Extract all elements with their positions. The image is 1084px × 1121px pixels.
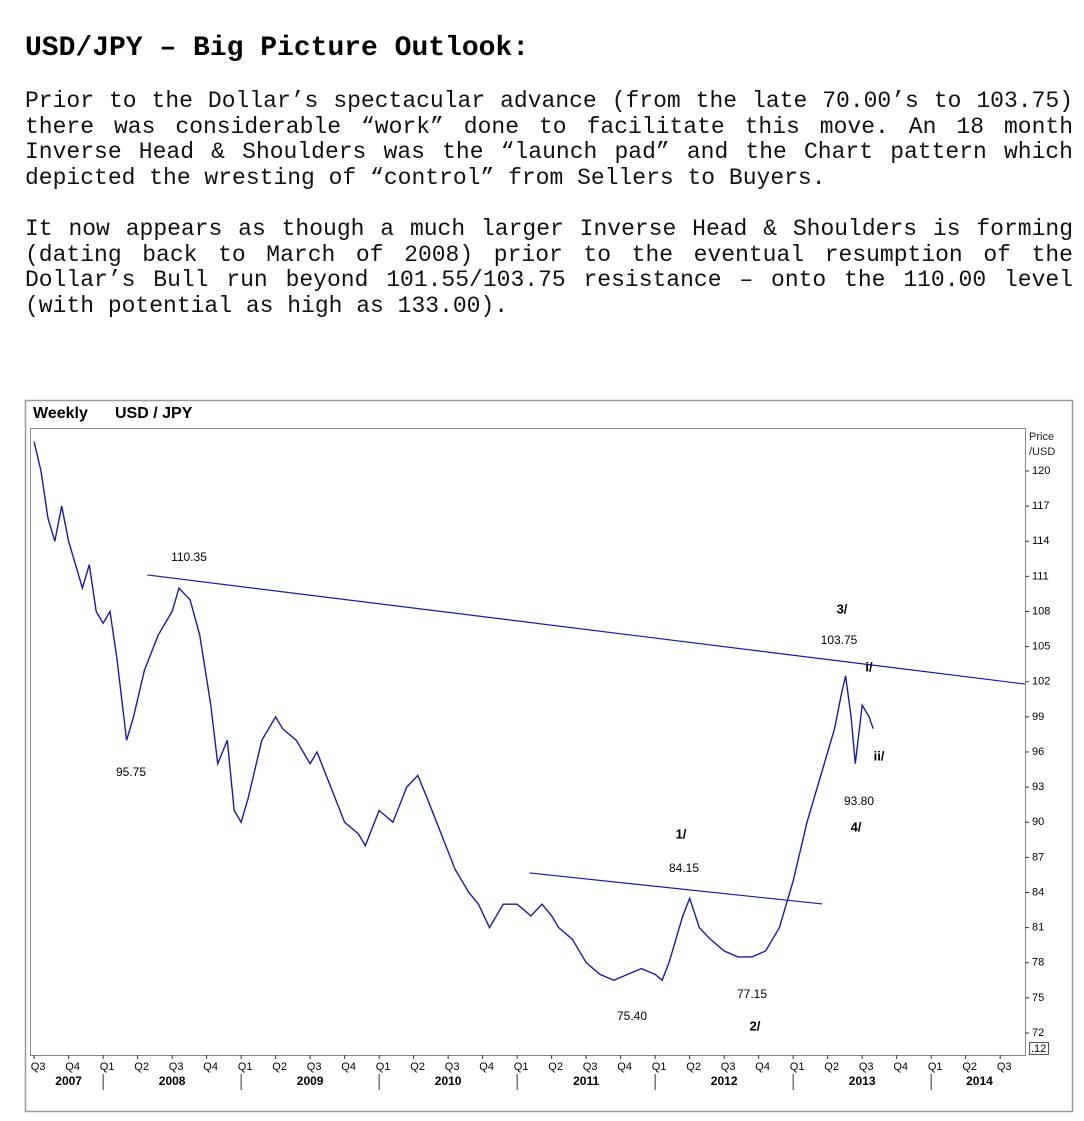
text-line: (with potential as high as 133.00). [25, 292, 509, 319]
annotation: 75.40 [617, 1009, 647, 1023]
x-tick-label: Q3 [583, 1061, 598, 1073]
x-tick-label: Q3 [721, 1061, 736, 1073]
text-line: (dating back to March of 2008) prior to … [25, 241, 1073, 268]
trendline [529, 872, 823, 905]
annotation: 4/ [851, 819, 862, 834]
y-tick-label: 90 [1032, 816, 1044, 828]
x-tick-label: Q2 [548, 1061, 563, 1073]
annotation: 84.15 [669, 861, 699, 875]
trendline [147, 574, 1026, 685]
y-tick-label: 117 [1032, 500, 1050, 512]
year-label: 2014 [966, 1074, 993, 1088]
x-tick-label: Q3 [997, 1061, 1012, 1073]
x-tick-label: Q1 [238, 1061, 253, 1073]
y-tick-label: 72 [1032, 1027, 1044, 1039]
scale-box [1029, 1042, 1049, 1055]
year-label: 2008 [159, 1074, 186, 1088]
annotation: 93.80 [844, 794, 874, 808]
x-tick-label: Q2 [962, 1061, 977, 1073]
annotation: 95.75 [116, 765, 146, 779]
x-tick-label: Q4 [617, 1061, 632, 1073]
x-tick-label: Q1 [514, 1061, 529, 1073]
y-tick-label: 75 [1032, 992, 1044, 1004]
scale-label: .12 [1031, 1043, 1046, 1055]
year-label: 2013 [849, 1074, 876, 1088]
y-axis-label: Price/USD [1029, 431, 1055, 458]
x-tick-label: Q1 [928, 1061, 943, 1073]
x-tick-label: Q4 [65, 1061, 80, 1073]
y-tick-label: 99 [1032, 711, 1044, 723]
y-tick-label: 105 [1032, 641, 1050, 653]
paragraph: It now appears as though a much larger I… [25, 216, 1073, 319]
x-tick-label: Q1 [376, 1061, 391, 1073]
text-line: depicted the wresting of “control” from … [25, 164, 826, 191]
annotation: 110.35 [171, 550, 207, 564]
text-line: Prior to the Dollar’s spectacular advanc… [25, 88, 1073, 114]
annotation: 3/ [837, 601, 848, 616]
x-tick-label: Q1 [100, 1061, 115, 1073]
x-tick-label: Q2 [410, 1061, 425, 1073]
x-tick-label: Q3 [307, 1061, 322, 1073]
y-tick-label: 96 [1032, 746, 1044, 758]
year-label: 2007 [55, 1074, 82, 1088]
text-line: there was considerable “work” done to fa… [25, 113, 1073, 140]
x-tick-label: Q4 [755, 1061, 770, 1073]
annotation: 2/ [750, 1018, 761, 1033]
text-line: Inverse Head & Shoulders was the “launch… [25, 139, 1073, 166]
x-tick-label: Q4 [203, 1061, 218, 1073]
x-tick-label: Q4 [479, 1061, 494, 1073]
year-label: 2009 [297, 1074, 324, 1088]
x-tick-label: Q1 [790, 1061, 805, 1073]
year-label: 2010 [435, 1074, 462, 1088]
annotation: i/ [865, 659, 873, 674]
x-tick-label: Q3 [859, 1061, 874, 1073]
plot-area [30, 428, 1026, 1056]
y-tick-label: 120 [1032, 465, 1050, 477]
chart-title: Weekly [33, 405, 88, 422]
y-tick-label: 102 [1032, 676, 1050, 688]
annotation: 77.15 [737, 987, 767, 1001]
x-tick-label: Q2 [272, 1061, 287, 1073]
x-tick-label: Q3 [169, 1061, 184, 1073]
y-tick-label: 108 [1032, 605, 1050, 617]
x-tick-label: Q4 [893, 1061, 908, 1073]
x-tick-label: Q1 [652, 1061, 667, 1073]
title: USD/JPY – Big Picture Outlook: [25, 33, 530, 64]
y-tick-label: 84 [1032, 886, 1044, 898]
year-label: 2011 [573, 1074, 599, 1088]
chart-frame [24, 399, 1074, 1113]
year-label: 2012 [711, 1074, 738, 1088]
x-tick-label: Q2 [134, 1061, 149, 1073]
text-line: It now appears as though a much larger I… [25, 216, 1073, 242]
x-tick-label: Q4 [341, 1061, 356, 1073]
y-tick-label: 78 [1032, 957, 1044, 969]
price-line [33, 441, 874, 982]
y-tick-label: 81 [1032, 922, 1044, 934]
x-tick-label: Q2 [824, 1061, 839, 1073]
x-tick-label: Q3 [445, 1061, 460, 1073]
annotation: 103.75 [821, 633, 858, 647]
text-line: Dollar’s Bull run beyond 101.55/103.75 r… [25, 267, 1073, 294]
annotation: ii/ [874, 748, 885, 763]
chart-subtitle: USD / JPY [115, 405, 193, 422]
y-tick-label: 111 [1032, 570, 1049, 582]
x-tick-label: Q2 [686, 1061, 701, 1073]
y-tick-label: 93 [1032, 781, 1044, 793]
y-tick-label: 114 [1032, 535, 1050, 547]
x-tick-label: Q3 [31, 1061, 46, 1073]
y-tick-label: 87 [1032, 851, 1044, 863]
paragraph: Prior to the Dollar’s spectacular advanc… [25, 88, 1073, 191]
annotation: 1/ [676, 826, 687, 841]
